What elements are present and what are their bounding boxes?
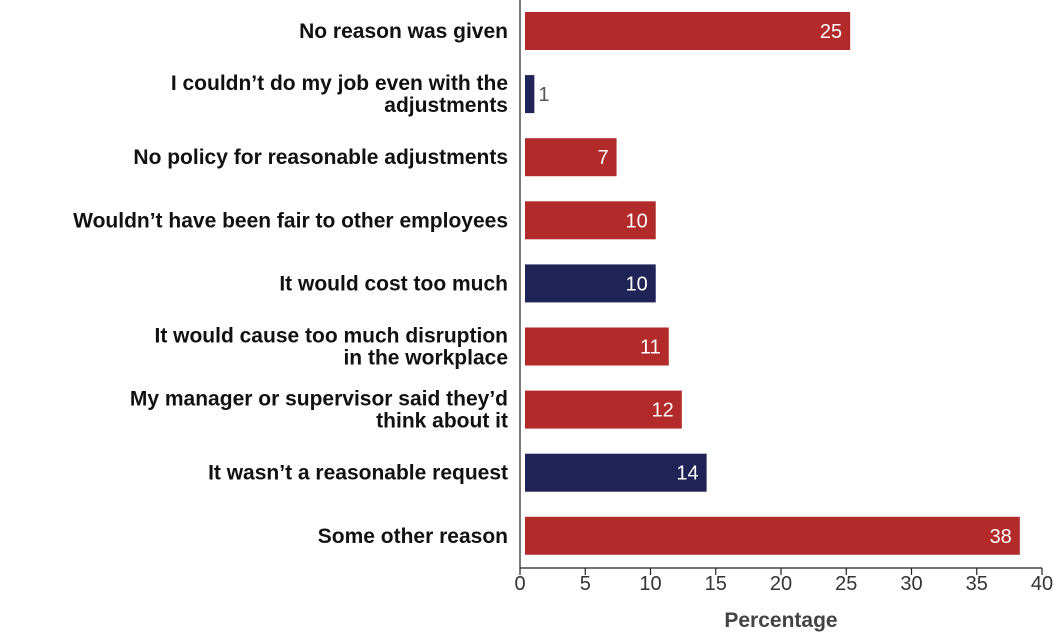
x-tick-label: 35	[966, 573, 988, 595]
bar-1	[525, 75, 535, 114]
x-tick-label: 0	[514, 573, 525, 595]
value-labels-group: 25 1 7 10 10 11 12 14 38	[538, 21, 1011, 548]
value-label-8: 38	[990, 526, 1012, 548]
x-tick-label: 15	[705, 573, 727, 595]
x-tick-label: 20	[770, 573, 792, 595]
category-labels-group: No reason was given I couldn’t do my job …	[73, 20, 508, 548]
category-label-1: I couldn’t do my job even with the adjust…	[171, 72, 508, 117]
bar-3	[525, 201, 656, 240]
value-label-4: 10	[625, 273, 647, 295]
x-axis-title: Percentage	[724, 609, 837, 632]
category-label-5: It would cause too much disruption in the…	[154, 325, 508, 370]
value-label-1: 1	[538, 84, 549, 106]
category-label-line: It would cause too much disruption	[154, 325, 508, 348]
category-label-2: No policy for reasonable adjustments	[133, 146, 508, 169]
value-label-6: 12	[652, 400, 674, 422]
x-tick-label: 40	[1031, 573, 1053, 595]
category-label-line: I couldn’t do my job even with the	[171, 72, 508, 95]
category-label-6: My manager or supervisor said they’d thin…	[130, 388, 508, 433]
category-label-line: No reason was given	[299, 20, 508, 43]
bar-0	[525, 12, 851, 50]
category-label-line: adjustments	[384, 94, 508, 117]
x-tick-label: 10	[639, 573, 661, 595]
x-ticks-group: 0 5 10 15 20 25 30 35 40	[514, 568, 1053, 595]
bar-7	[525, 453, 707, 492]
bar-5	[525, 327, 669, 366]
bar-2	[525, 138, 617, 177]
bar-8	[525, 516, 1020, 555]
category-label-8: Some other reason	[318, 525, 508, 548]
x-tick-label: 5	[580, 573, 591, 595]
category-label-4: It would cost too much	[279, 272, 508, 295]
x-tick-label: 25	[835, 573, 857, 595]
category-label-line: It wasn’t a reasonable request	[208, 462, 508, 485]
category-label-0: No reason was given	[299, 20, 508, 43]
category-label-line: in the workplace	[343, 347, 508, 370]
value-label-2: 7	[597, 147, 608, 169]
value-label-3: 10	[625, 210, 647, 232]
category-label-line: No policy for reasonable adjustments	[133, 146, 508, 169]
category-label-7: It wasn’t a reasonable request	[208, 462, 508, 485]
category-label-line: Wouldn’t have been fair to other employe…	[73, 209, 508, 232]
category-label-3: Wouldn’t have been fair to other employe…	[73, 209, 508, 232]
category-label-line: Some other reason	[318, 525, 508, 548]
value-label-5: 11	[640, 337, 661, 359]
value-label-7: 14	[676, 463, 698, 485]
x-tick-label: 30	[900, 573, 922, 595]
category-label-line: My manager or supervisor said they’d	[130, 388, 508, 411]
value-label-0: 25	[820, 21, 842, 43]
category-label-line: think about it	[376, 410, 508, 433]
category-label-line: It would cost too much	[279, 272, 508, 295]
bar-6	[525, 390, 682, 429]
bars-group	[525, 12, 1020, 555]
bar-4	[525, 264, 656, 303]
